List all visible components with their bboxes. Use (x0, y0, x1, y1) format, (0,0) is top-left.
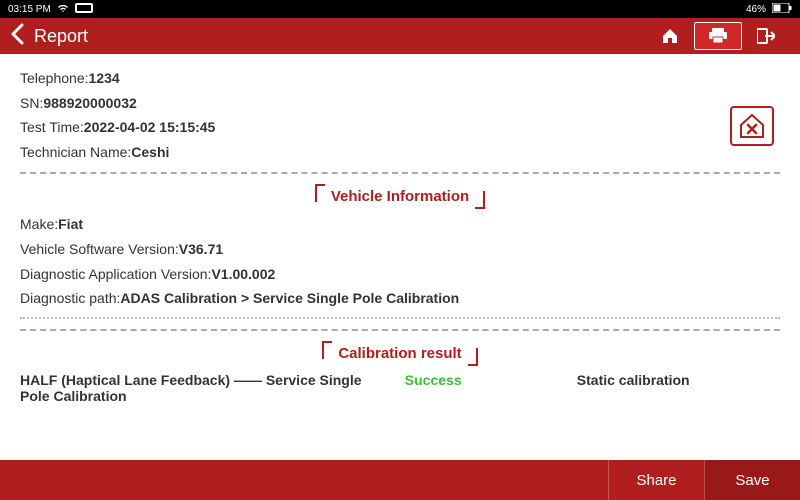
make-row: Make:Fiat (20, 215, 780, 235)
sw-version-row: Vehicle Software Version:V36.71 (20, 240, 780, 260)
back-button[interactable] (10, 23, 24, 50)
divider (20, 172, 780, 174)
sn-label: SN: (20, 95, 43, 111)
calib-item: HALF (Haptical Lane Feedback) —— Service… (20, 372, 385, 404)
technician-row: Technician Name:Ceshi (20, 143, 780, 163)
bracket-icon (475, 191, 485, 209)
print-button[interactable] (694, 22, 742, 50)
report-content: Telephone:1234 SN:988920000032 Test Time… (0, 54, 800, 460)
diag-app-value: V1.00.002 (211, 266, 275, 282)
telephone-row: Telephone:1234 (20, 69, 780, 89)
sn-row: SN:988920000032 (20, 94, 780, 114)
telephone-value: 1234 (89, 70, 120, 86)
footer-bar: Share Save (0, 460, 800, 500)
sw-version-label: Vehicle Software Version: (20, 241, 179, 257)
make-label: Make: (20, 216, 58, 232)
vehicle-info-title: Vehicle Information (321, 188, 479, 205)
calib-type: Static calibration (577, 372, 790, 404)
vehicle-info-title-text: Vehicle Information (331, 188, 469, 205)
save-button[interactable]: Save (704, 460, 800, 500)
technician-label: Technician Name: (20, 144, 131, 160)
calib-result-row: HALF (Haptical Lane Feedback) —— Service… (20, 372, 780, 404)
tools-home-button[interactable] (730, 106, 774, 146)
make-value: Fiat (58, 216, 83, 232)
app-header: Report (0, 18, 800, 54)
exit-button[interactable] (742, 22, 790, 50)
home-button[interactable] (646, 22, 694, 50)
bracket-icon (468, 348, 478, 366)
share-button[interactable]: Share (608, 460, 704, 500)
sn-value: 988920000032 (43, 95, 136, 111)
bracket-icon (322, 341, 332, 359)
diag-app-label: Diagnostic Application Version: (20, 266, 211, 282)
telephone-label: Telephone: (20, 70, 89, 86)
wifi-icon (57, 3, 69, 16)
diag-path-row: Diagnostic path:ADAS Calibration > Servi… (20, 289, 780, 309)
calib-status: Success (405, 372, 557, 404)
status-bar: 03:15 PM 46% (0, 0, 800, 18)
page-title: Report (34, 26, 646, 47)
test-time-row: Test Time:2022-04-02 15:15:45 (20, 118, 780, 138)
test-time-label: Test Time: (20, 119, 84, 135)
battery-icon (772, 3, 792, 16)
diag-path-label: Diagnostic path: (20, 290, 120, 306)
dotted-divider (20, 317, 780, 319)
test-time-value: 2022-04-02 15:15:45 (84, 119, 216, 135)
calib-title: Calibration result (328, 345, 471, 362)
status-time: 03:15 PM (8, 4, 51, 15)
sw-version-value: V36.71 (179, 241, 223, 257)
bracket-icon (315, 184, 325, 202)
calib-title-text: Calibration result (338, 345, 461, 362)
calib-title-wrap: Calibration result (20, 345, 780, 362)
diag-path-value: ADAS Calibration > Service Single Pole C… (120, 290, 459, 306)
battery-percent: 46% (746, 4, 766, 15)
keyboard-icon (75, 3, 93, 16)
technician-value: Ceshi (131, 144, 169, 160)
vehicle-info-title-wrap: Vehicle Information (20, 188, 780, 205)
divider (20, 329, 780, 331)
diag-app-row: Diagnostic Application Version:V1.00.002 (20, 265, 780, 285)
